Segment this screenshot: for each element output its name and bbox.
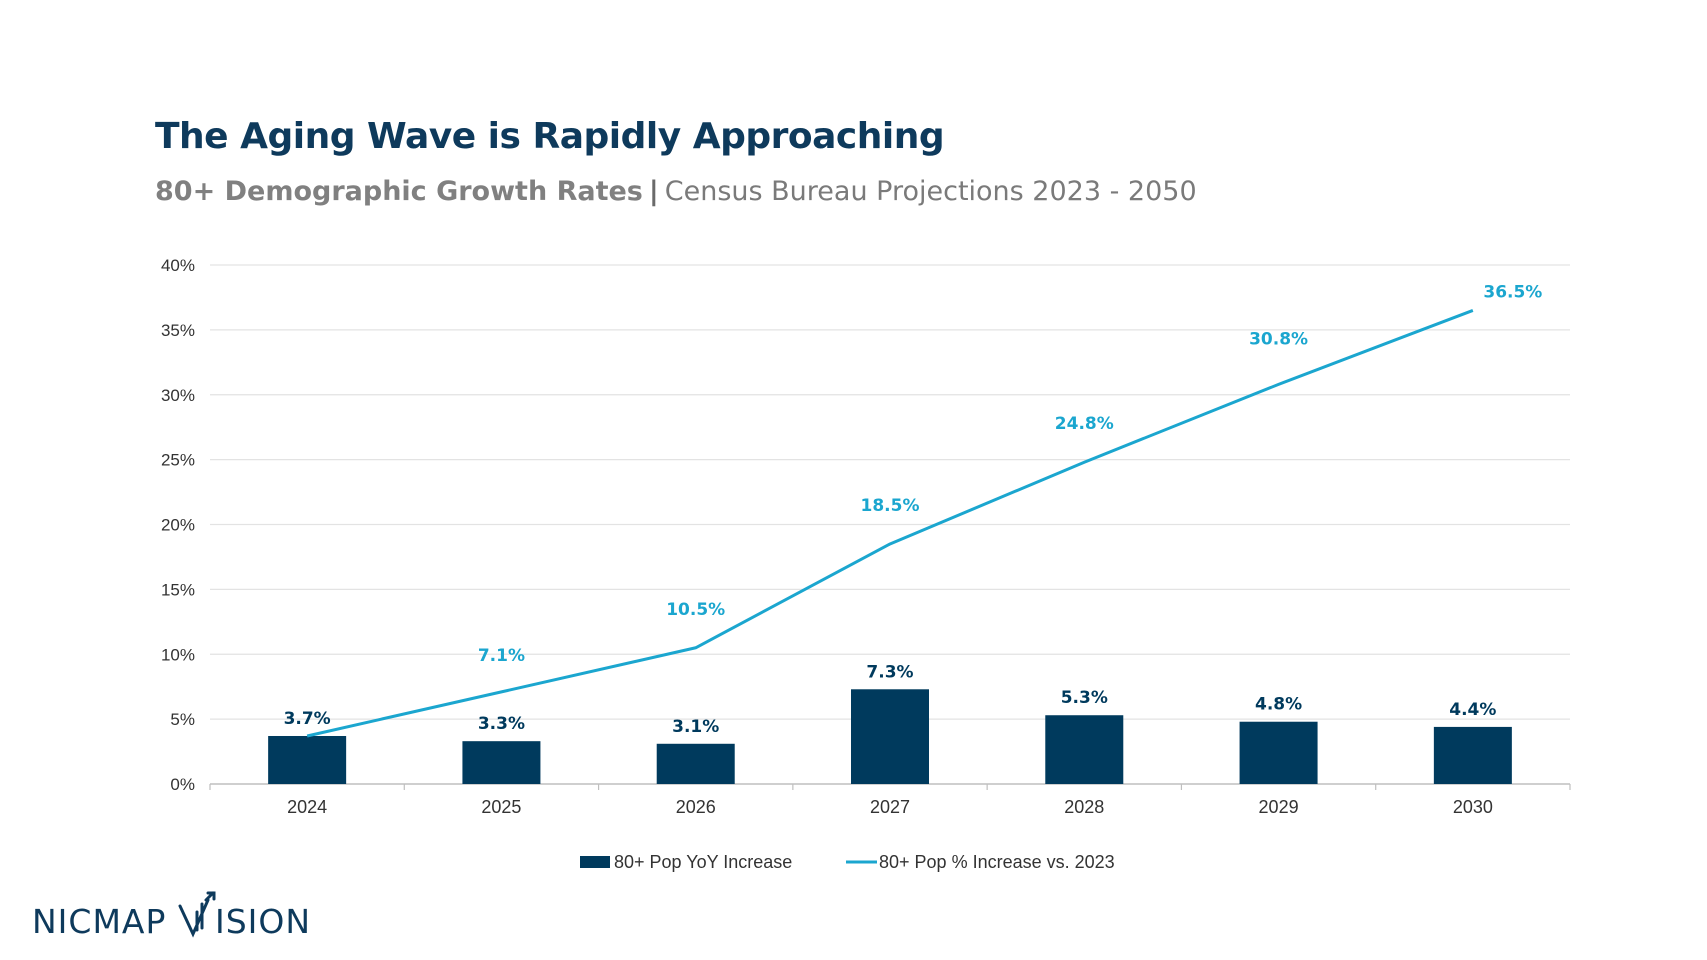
- page-subtitle: 80+ Demographic Growth Rates | Census Bure…: [155, 176, 1197, 207]
- bar: [268, 735, 347, 784]
- x-tick-label: 2028: [1064, 797, 1104, 817]
- bar: [1045, 715, 1124, 784]
- bar-data-label: 4.8%: [1255, 695, 1302, 715]
- bar-data-label: 3.7%: [284, 709, 331, 729]
- nicmap-vision-logo: NICMAP ISION: [32, 891, 311, 941]
- bar: [851, 689, 929, 784]
- bar: [1433, 726, 1512, 784]
- y-tick-label: 35%: [161, 321, 195, 340]
- y-tick-label: 30%: [161, 386, 195, 405]
- line-data-label: 36.5%: [1483, 282, 1542, 302]
- subtitle-separator: |: [648, 176, 659, 207]
- page-title: The Aging Wave is Rapidly Approaching: [155, 116, 945, 157]
- line-data-label: 10.5%: [666, 600, 725, 620]
- x-tick-label: 2027: [870, 797, 910, 817]
- legend-bar-label: 80+ Pop YoY Increase: [614, 852, 792, 872]
- y-tick-label: 0%: [170, 775, 195, 794]
- bar: [656, 743, 735, 784]
- svg-text:NICMAP: NICMAP: [32, 902, 166, 941]
- y-tick-label: 15%: [161, 580, 195, 599]
- line-data-label: 24.8%: [1055, 414, 1114, 434]
- bar-data-label: 4.4%: [1449, 700, 1496, 720]
- line-data-label: 18.5%: [861, 496, 920, 516]
- bar: [1239, 721, 1318, 784]
- bar-data-label: 3.1%: [672, 717, 719, 737]
- bar-data-label: 7.3%: [866, 662, 913, 682]
- bar: [462, 741, 541, 784]
- legend-line-label: 80+ Pop % Increase vs. 2023: [879, 852, 1115, 872]
- y-tick-label: 10%: [161, 645, 195, 664]
- series-line: [306, 309, 1474, 738]
- legend-bar-swatch: [580, 856, 610, 868]
- line-data-label: 30.8%: [1249, 329, 1308, 349]
- bar-data-label: 5.3%: [1061, 688, 1108, 708]
- y-tick-label: 20%: [161, 516, 195, 535]
- x-tick-label: 2026: [676, 797, 716, 817]
- subtitle-rest: Census Bureau Projections 2023 - 2050: [664, 176, 1197, 207]
- y-tick-label: 5%: [170, 710, 195, 729]
- x-tick-label: 2025: [481, 797, 521, 817]
- x-tick-label: 2024: [287, 797, 327, 817]
- y-tick-label: 25%: [161, 451, 195, 470]
- y-tick-label: 40%: [161, 256, 195, 275]
- growth-chart: 0% 5% 10% 15% 20% 25% 30% 35% 40% 2024 2025 2026 202…: [161, 256, 1571, 872]
- line-data-label: 7.1%: [478, 646, 525, 666]
- x-tick-label: 2029: [1259, 797, 1299, 817]
- svg-text:ISION: ISION: [215, 902, 311, 941]
- bar-data-label: 3.3%: [478, 714, 525, 734]
- subtitle-bold: 80+ Demographic Growth Rates: [155, 176, 643, 207]
- x-tick-label: 2030: [1453, 797, 1493, 817]
